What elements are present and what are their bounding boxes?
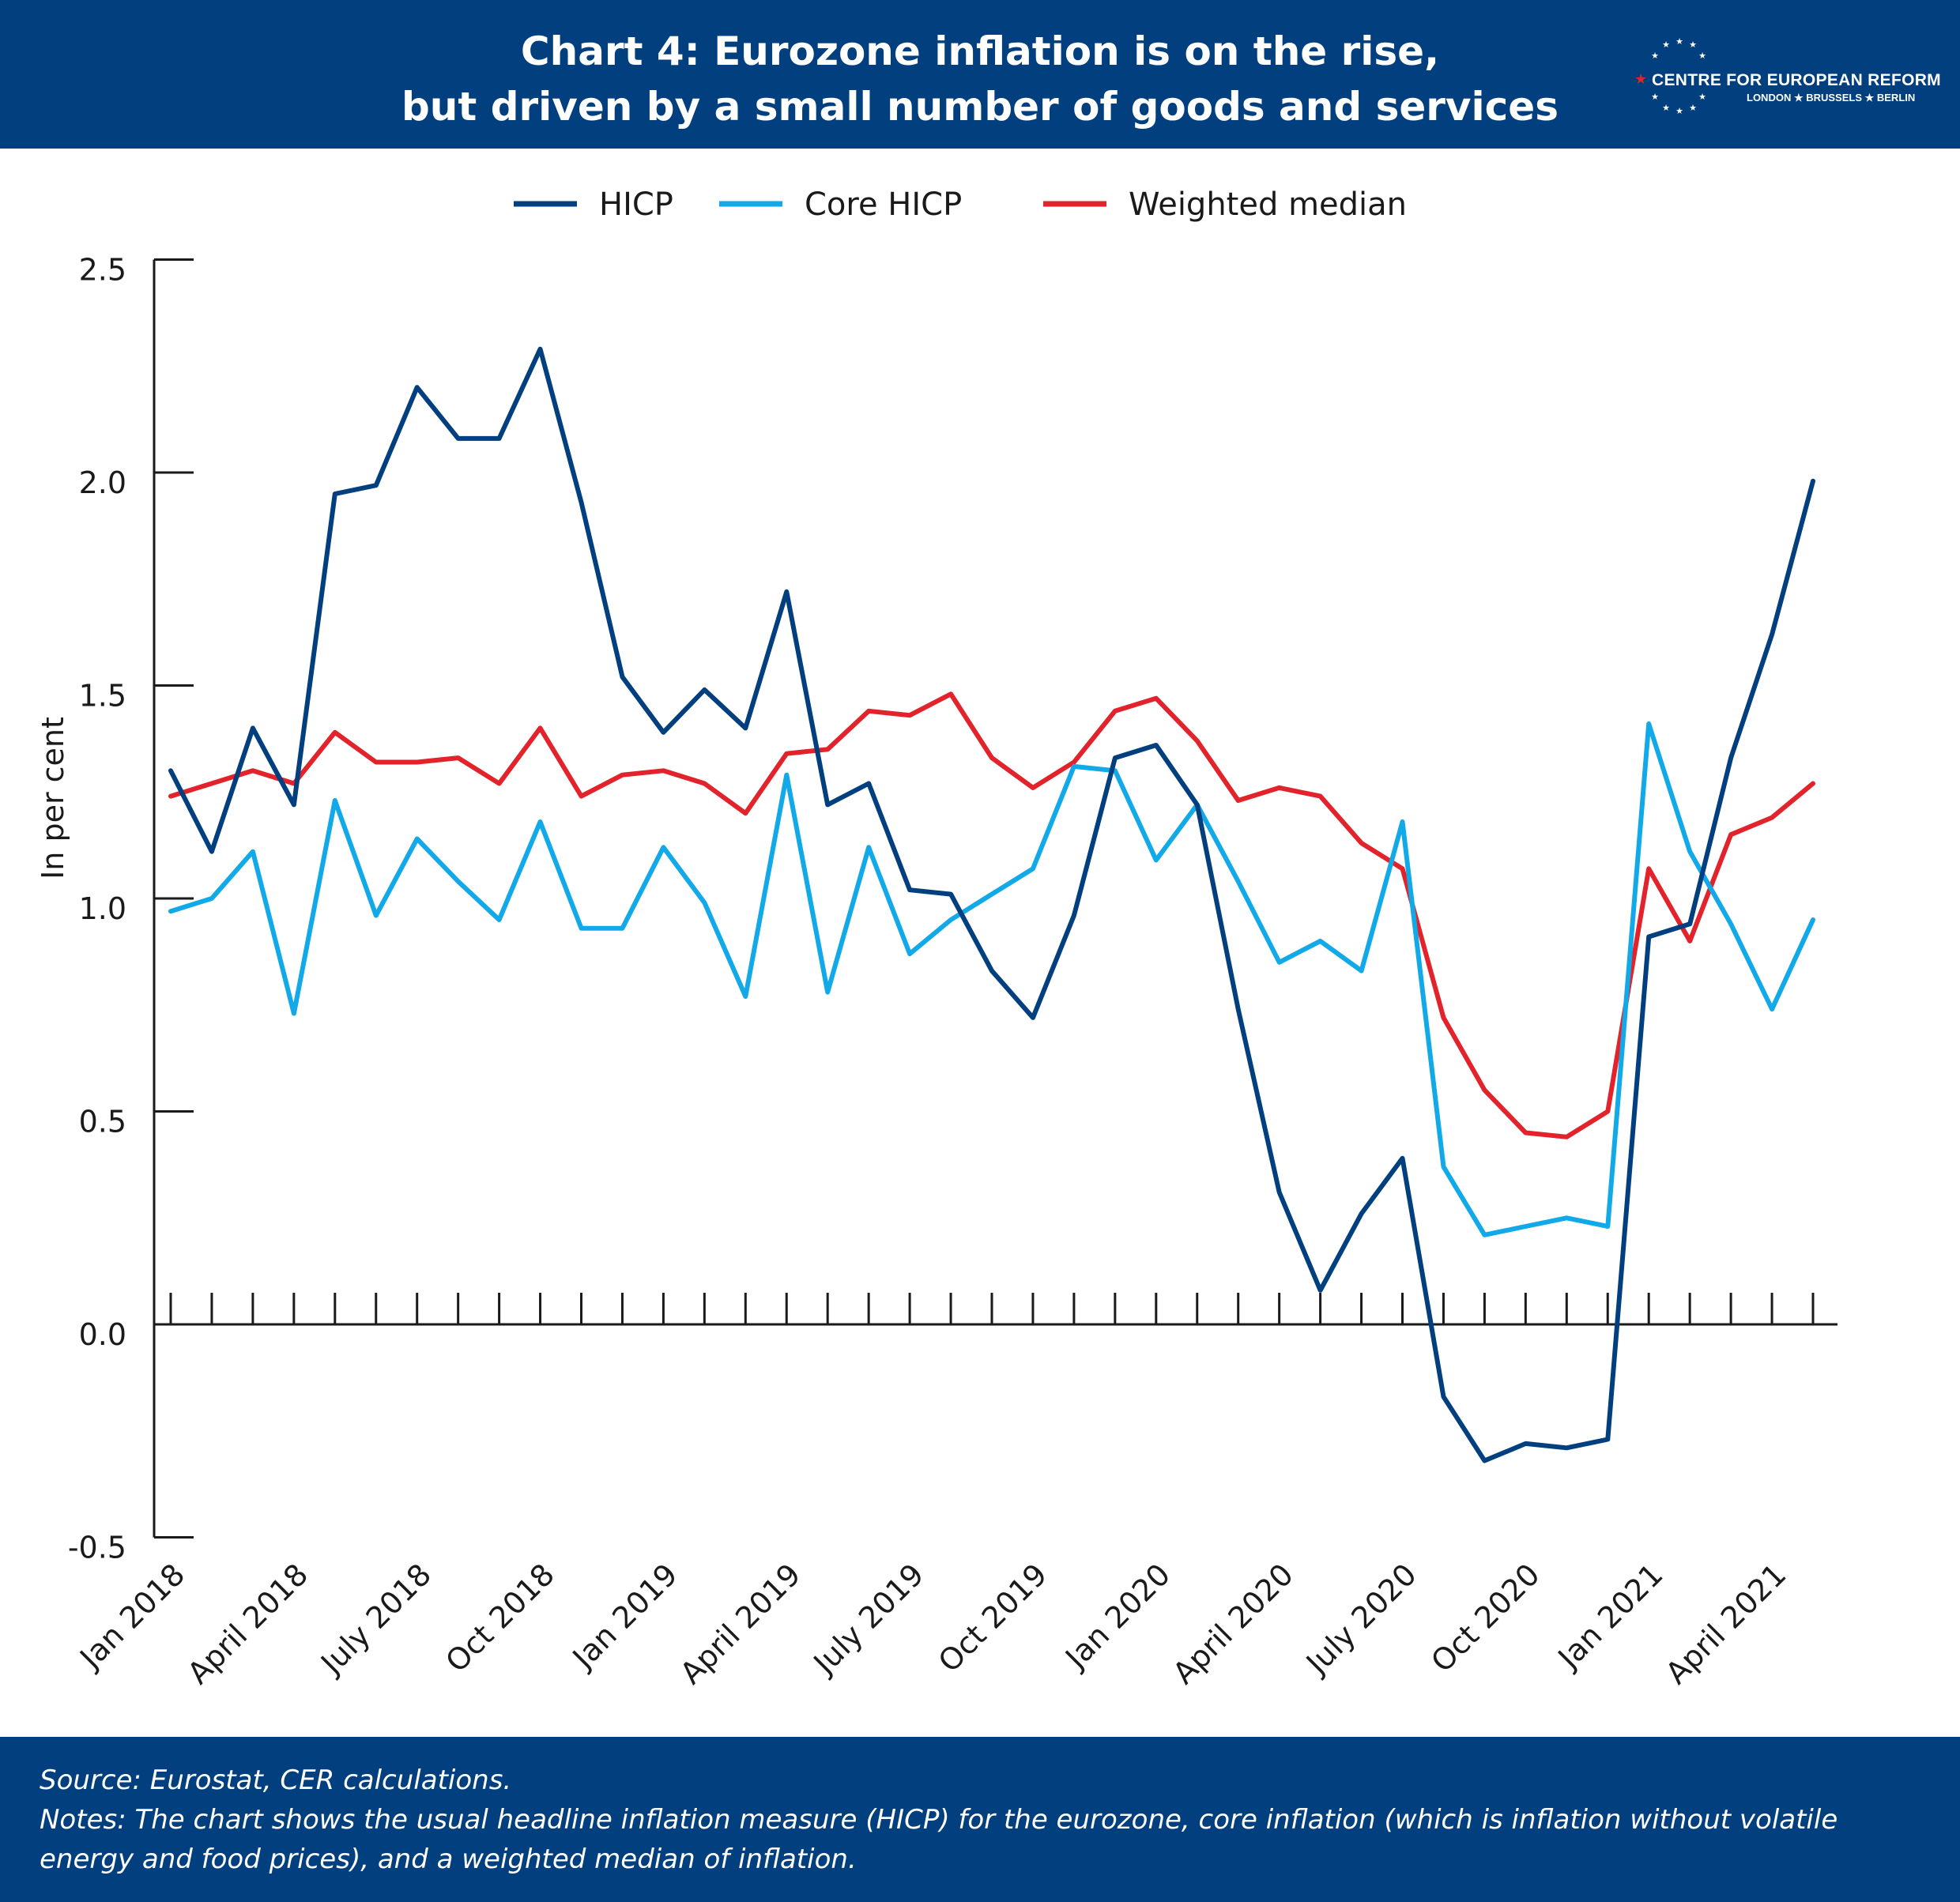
notes-text: Notes: The chart shows the usual headlin… [40, 1804, 1838, 1875]
svg-text:★: ★ [1698, 51, 1706, 61]
svg-text:★: ★ [1675, 36, 1683, 47]
y-axis-label: In per cent [36, 717, 70, 879]
x-tick-label: Jan 2018 [72, 1557, 191, 1676]
stars-ring-icon: ★ ★ ★ ★ ★ ★ ★ ★ ★ ★ [1651, 36, 1706, 116]
series-line-hicp [168, 346, 1815, 1463]
x-tick-label: July 2018 [313, 1557, 438, 1682]
svg-text:★: ★ [1689, 40, 1697, 50]
y-tick-label: 0.5 [79, 1105, 126, 1139]
chart-footer: Source: Eurostat, CER calculations. Note… [0, 1737, 1960, 1902]
y-tick-label: 0.0 [79, 1317, 126, 1352]
x-tick-label: Jan 2020 [1057, 1557, 1177, 1676]
svg-text:★: ★ [1675, 106, 1683, 116]
y-tick-label: -0.5 [68, 1531, 126, 1565]
series-line-weighted-median [168, 691, 1815, 1139]
x-tick-label: July 2020 [1298, 1557, 1423, 1682]
series-group [168, 346, 1815, 1463]
svg-text:★: ★ [1651, 51, 1659, 61]
svg-text:★: ★ [1662, 40, 1670, 50]
svg-text:★: ★ [1662, 103, 1670, 113]
svg-text:★: ★ [1651, 92, 1659, 102]
x-tick-label: April 2021 [1659, 1557, 1792, 1690]
line-chart: HICP Core HICP Weighted median 2.5 2.0 1.5 1.… [36, 186, 1838, 1691]
x-tick-label: Oct 2018 [439, 1557, 561, 1679]
x-tick-label: Jan 2021 [1551, 1557, 1670, 1676]
legend-label: Weighted median [1129, 186, 1407, 223]
legend-label: Core HICP [805, 186, 962, 223]
y-tick-label: 1.0 [79, 891, 126, 926]
chart-title: Chart 4: Eurozone inflation is on the ri… [0, 24, 1960, 134]
x-tick-label: April 2018 [181, 1557, 315, 1690]
red-star-icon: ★ [1634, 71, 1648, 87]
series-line-core-hicp [168, 721, 1815, 1237]
x-tick-label: Oct 2019 [932, 1557, 1054, 1679]
svg-text:★: ★ [1689, 103, 1697, 113]
logo-name: CENTRE FOR EUROPEAN REFORM [1652, 71, 1941, 89]
source-note: Source: Eurostat, CER calculations. [40, 1765, 512, 1796]
legend: HICP Core HICP Weighted median [514, 186, 1407, 223]
x-tick-label: Oct 2020 [1424, 1557, 1547, 1679]
svg-text:★: ★ [1698, 92, 1706, 102]
axes: 2.5 2.0 1.5 1.0 0.5 0.0 -0.5 [68, 253, 1838, 1565]
y-tick-label: 2.0 [79, 465, 126, 500]
y-tick-label: 1.5 [79, 679, 126, 714]
y-tick-label: 2.5 [79, 253, 126, 288]
x-tick-label: Jan 2019 [565, 1557, 684, 1676]
cer-logo: ★ ★ ★ ★ ★ ★ ★ ★ ★ ★ ★ CENTRE FOR EUROPEAN REF… [1628, 36, 1941, 125]
chart-header: Chart 4: Eurozone inflation is on the ri… [0, 0, 1960, 149]
title-line-2: but driven by a small number of goods an… [401, 84, 1559, 130]
x-tick-label: April 2019 [673, 1557, 807, 1690]
x-tick-label: April 2020 [1167, 1557, 1300, 1690]
title-line-1: Chart 4: Eurozone inflation is on the ri… [520, 28, 1440, 74]
legend-label: HICP [599, 186, 673, 223]
x-tick-label: July 2019 [806, 1557, 931, 1682]
logo-cities: LONDON ★ BRUSSELS ★ BERLIN [1747, 92, 1916, 104]
